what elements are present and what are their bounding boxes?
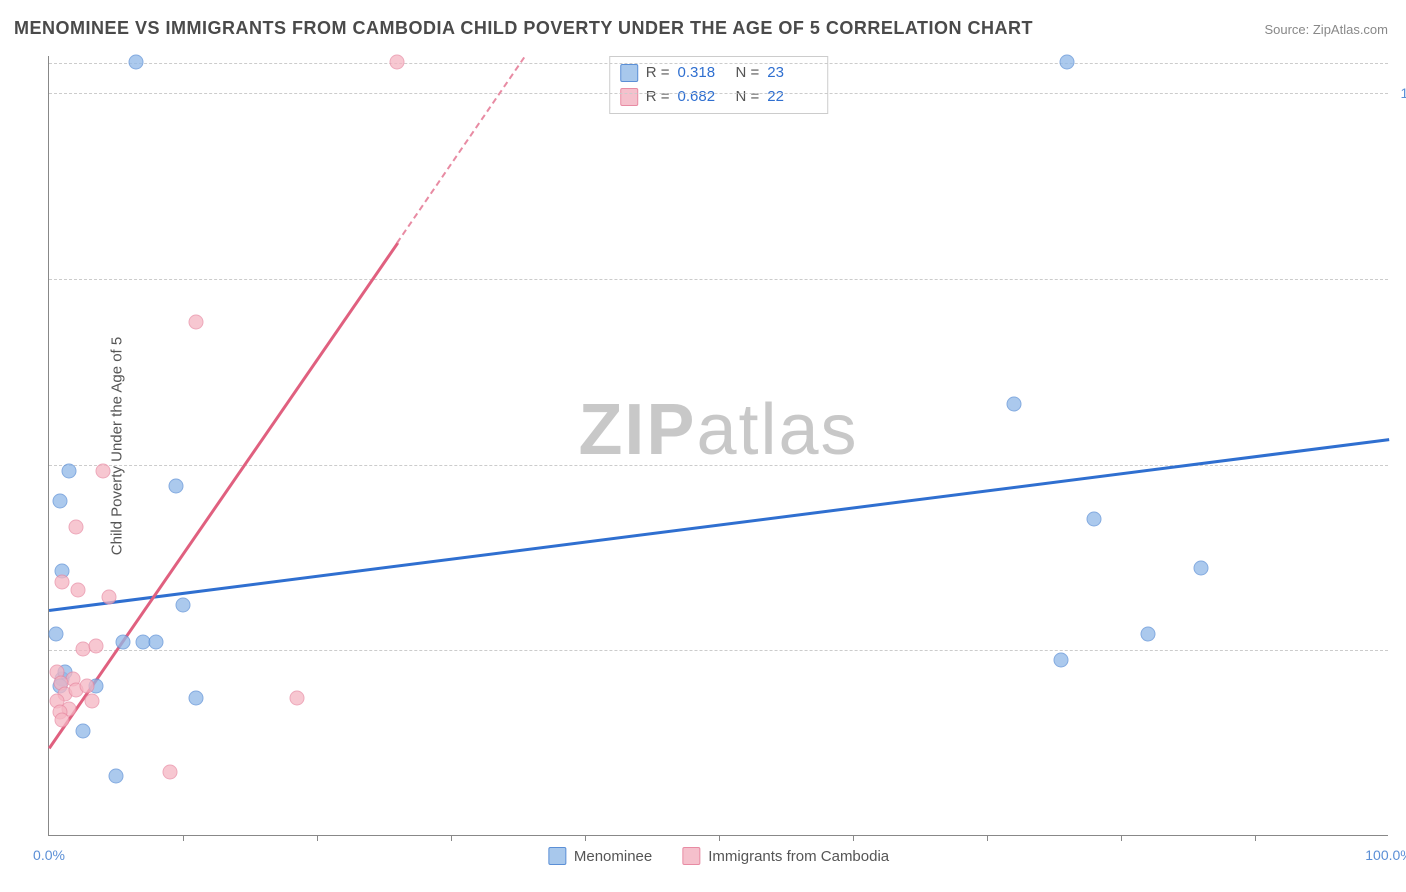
data-point <box>95 464 110 479</box>
x-tick-label: 0.0% <box>33 847 65 863</box>
y-tick-label: 75.0% <box>1393 271 1406 287</box>
series-legend: Menominee Immigrants from Cambodia <box>548 847 889 865</box>
r-label: R = <box>646 85 670 109</box>
legend-item: Immigrants from Cambodia <box>682 847 889 865</box>
gridline-h <box>49 279 1388 280</box>
watermark-light: atlas <box>696 390 858 470</box>
n-value: 22 <box>767 85 817 109</box>
x-tick-mark <box>1121 835 1122 841</box>
data-point <box>62 464 77 479</box>
data-point <box>1006 397 1021 412</box>
data-point <box>189 315 204 330</box>
data-point <box>1194 560 1209 575</box>
data-point <box>75 724 90 739</box>
data-point <box>129 55 144 70</box>
data-point <box>1060 55 1075 70</box>
legend-label: Menominee <box>574 848 652 865</box>
x-tick-mark <box>987 835 988 841</box>
data-point <box>109 768 124 783</box>
legend-swatch <box>682 847 700 865</box>
data-point <box>55 575 70 590</box>
x-tick-label: 100.0% <box>1365 847 1406 863</box>
legend-row: R = 0.318 N = 23 <box>620 61 818 85</box>
data-point <box>162 764 177 779</box>
data-point <box>1140 627 1155 642</box>
y-tick-label: 100.0% <box>1393 85 1406 101</box>
trend-line <box>397 56 526 243</box>
x-tick-mark <box>853 835 854 841</box>
x-tick-mark <box>1255 835 1256 841</box>
data-point <box>55 712 70 727</box>
legend-swatch <box>620 64 638 82</box>
data-point <box>1087 512 1102 527</box>
n-value: 23 <box>767 61 817 85</box>
gridline-h <box>49 93 1388 94</box>
data-point <box>71 582 86 597</box>
data-point <box>48 627 63 642</box>
data-point <box>52 493 67 508</box>
legend-swatch <box>548 847 566 865</box>
source-name: ZipAtlas.com <box>1313 22 1388 37</box>
data-point <box>169 478 184 493</box>
r-label: R = <box>646 61 670 85</box>
data-point <box>84 694 99 709</box>
x-tick-mark <box>451 835 452 841</box>
gridline-h <box>49 650 1388 651</box>
n-label: N = <box>736 61 760 85</box>
data-point <box>390 55 405 70</box>
trend-line <box>48 242 398 749</box>
source-prefix: Source: <box>1264 22 1312 37</box>
watermark-bold: ZIP <box>578 390 696 470</box>
gridline-h <box>49 63 1388 64</box>
data-point <box>176 597 191 612</box>
correlation-legend: R = 0.318 N = 23 R = 0.682 N = 22 <box>609 56 829 114</box>
r-value: 0.318 <box>678 61 728 85</box>
data-point <box>115 634 130 649</box>
x-tick-mark <box>317 835 318 841</box>
data-point <box>189 690 204 705</box>
chart-title: MENOMINEE VS IMMIGRANTS FROM CAMBODIA CH… <box>14 18 1033 39</box>
data-point <box>68 519 83 534</box>
source-attribution: Source: ZipAtlas.com <box>1264 22 1388 37</box>
data-point <box>102 590 117 605</box>
legend-label: Immigrants from Cambodia <box>708 848 889 865</box>
legend-swatch <box>620 88 638 106</box>
legend-row: R = 0.682 N = 22 <box>620 85 818 109</box>
r-value: 0.682 <box>678 85 728 109</box>
data-point <box>79 679 94 694</box>
scatter-plot: ZIPatlas R =0.318N =23R =0.682N =22 Meno… <box>48 56 1388 836</box>
data-point <box>289 690 304 705</box>
data-point <box>1053 653 1068 668</box>
data-point <box>149 634 164 649</box>
x-tick-mark <box>183 835 184 841</box>
x-tick-mark <box>719 835 720 841</box>
y-tick-label: 50.0% <box>1393 457 1406 473</box>
n-label: N = <box>736 85 760 109</box>
y-tick-label: 25.0% <box>1393 642 1406 658</box>
watermark: ZIPatlas <box>578 389 858 471</box>
legend-item: Menominee <box>548 847 652 865</box>
data-point <box>88 638 103 653</box>
x-tick-mark <box>585 835 586 841</box>
